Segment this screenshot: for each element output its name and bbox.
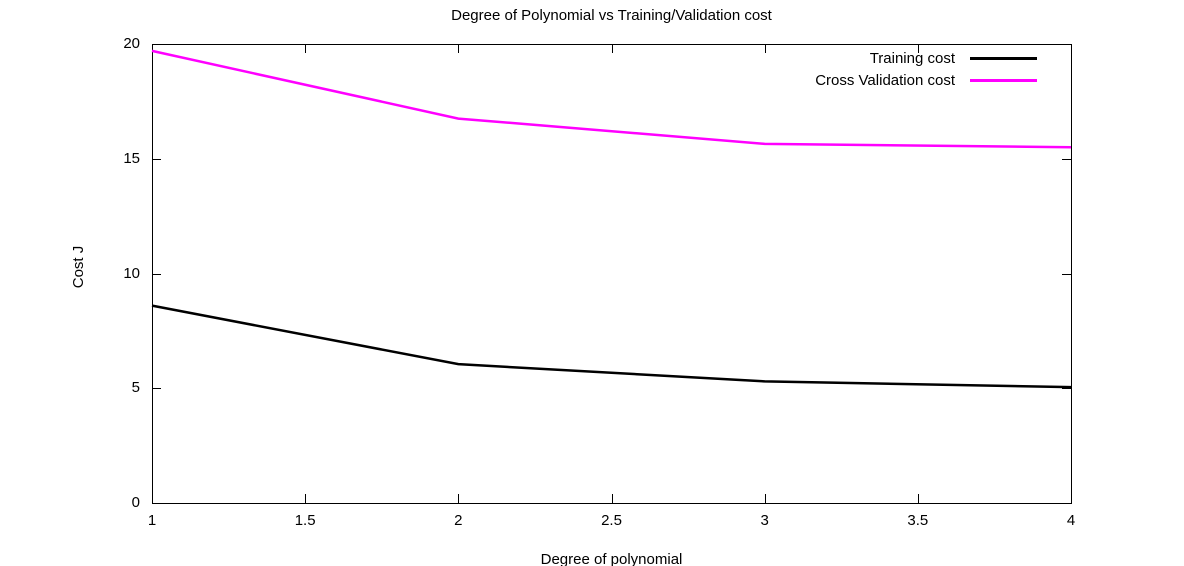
y-tick-label: 5: [131, 379, 140, 397]
plot-border: [152, 44, 1072, 504]
series-line-cross-validation: [151, 49, 1072, 149]
series-line-training: [151, 304, 1072, 389]
x-tick-label: 3.5: [907, 512, 929, 529]
y-tick-label: 0: [131, 494, 140, 511]
x-tick-label: 1.5: [294, 512, 316, 529]
legend-label-cross-validation: Cross Validation cost: [815, 71, 955, 89]
legend-item-training: Training cost: [815, 47, 1037, 69]
x-tick-label: 2.5: [601, 512, 622, 529]
legend-line-sample-cross-validation: [970, 78, 1037, 82]
x-axis-label: Degree of polynomial: [540, 551, 683, 566]
legend: Training cost Cross Validation cost: [815, 47, 1037, 91]
chart-title: Degree of Polynomial vs Training/Validat…: [451, 7, 772, 24]
y-tick-label: 15: [123, 149, 140, 167]
y-tick-label: 20: [123, 35, 140, 52]
y-tick-label: 10: [123, 264, 140, 282]
legend-label-training: Training cost: [869, 49, 955, 67]
x-tick-label: 1: [147, 512, 157, 529]
x-tick-label: 4: [1066, 512, 1076, 529]
legend-item-cross-validation: Cross Validation cost: [815, 69, 1037, 91]
x-tick-label: 3: [760, 512, 769, 529]
x-tick-label: 2: [454, 512, 463, 529]
legend-line-sample-training: [970, 56, 1037, 60]
